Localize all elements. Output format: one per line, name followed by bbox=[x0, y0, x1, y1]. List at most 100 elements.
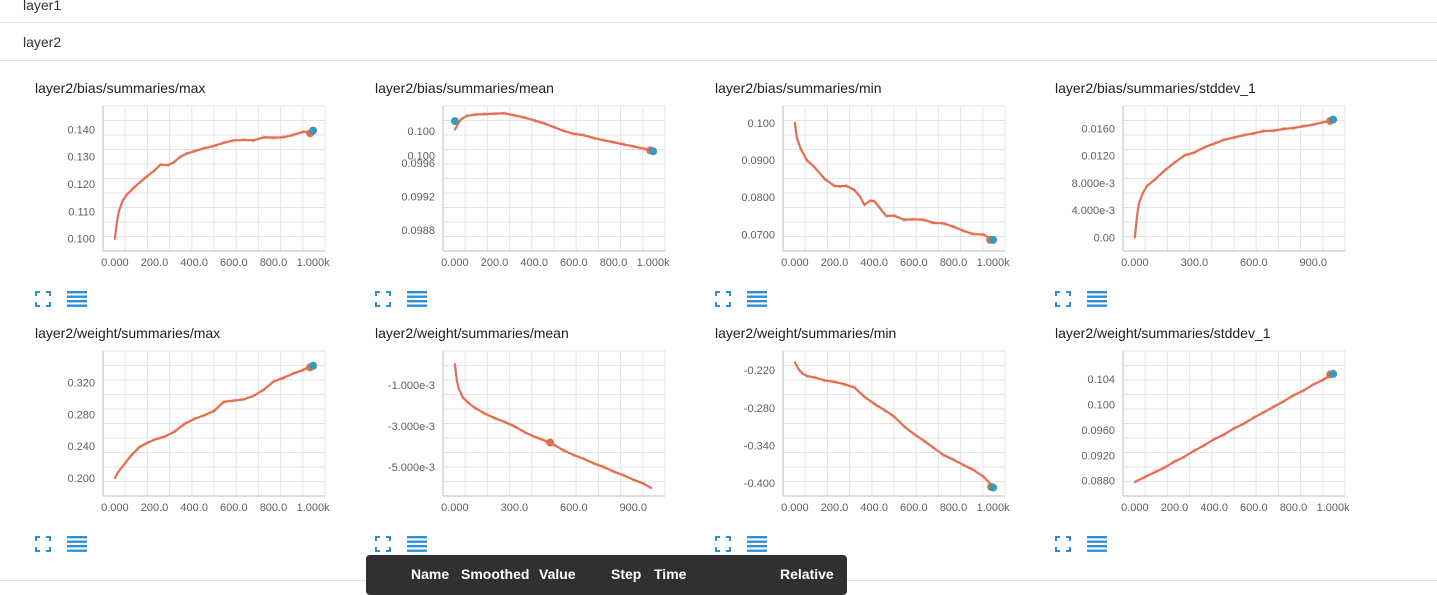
hover-point bbox=[309, 361, 318, 370]
x-tick-label: 600.0 bbox=[900, 502, 928, 514]
chart-title: layer2/bias/summaries/stddev_1 bbox=[1055, 80, 1256, 96]
chart-title: layer2/weight/summaries/mean bbox=[375, 325, 569, 341]
data-table-icon bbox=[1087, 536, 1107, 552]
series-line-smoothed bbox=[453, 363, 653, 489]
x-tick-label: 200.0 bbox=[821, 502, 849, 514]
x-tick-label: 1.000k bbox=[297, 257, 331, 269]
x-tick-label: 800.0 bbox=[1280, 502, 1308, 514]
x-tick-label: 400.0 bbox=[1200, 502, 1228, 514]
chart-plot[interactable]: 0.000 200.0 400.0 600.0 800.0 1.000k 0.200 0.24… bbox=[35, 325, 355, 525]
y-tick-label: 0.100 bbox=[1087, 399, 1115, 411]
y-tick-label: -0.340 bbox=[744, 440, 775, 452]
chart-card: layer2/bias/summaries/min 0.000 200.0 400.0… bbox=[715, 80, 1055, 320]
chart-title: layer2/bias/summaries/max bbox=[35, 80, 206, 96]
y-tick-label: -3.000e-3 bbox=[388, 421, 435, 433]
x-tick-label: 600.0 bbox=[1240, 257, 1268, 269]
tooltip-col-step: Step bbox=[611, 566, 642, 582]
series-line-smoothed bbox=[1133, 372, 1335, 484]
expand-chart-button[interactable] bbox=[375, 291, 395, 307]
toggle-data-table-button[interactable] bbox=[747, 291, 767, 307]
group-header-layer1[interactable]: layer1 bbox=[0, 0, 1437, 23]
x-tick-label: 0.000 bbox=[441, 502, 469, 514]
toggle-data-table-button[interactable] bbox=[1087, 291, 1107, 307]
expand-chart-button[interactable] bbox=[375, 536, 395, 552]
x-tick-label: 1.000k bbox=[977, 257, 1011, 269]
tooltip-col-relative: Relative bbox=[780, 566, 834, 582]
chart-title: layer2/weight/summaries/min bbox=[715, 325, 897, 341]
group-label-layer1: layer1 bbox=[23, 0, 62, 13]
x-tick-label: 900.0 bbox=[1300, 257, 1328, 269]
x-tick-label: 800.0 bbox=[940, 502, 968, 514]
x-tick-label: 200.0 bbox=[141, 502, 169, 514]
y-tick-label: 0.0120 bbox=[1081, 151, 1115, 163]
x-tick-label: 0.000 bbox=[101, 502, 129, 514]
x-tick-label: 600.0 bbox=[220, 502, 248, 514]
tooltip-col-time: Time bbox=[654, 566, 687, 582]
chart-plot[interactable]: 0.000 200.0 400.0 600.0 800.0 1.000k 0.100 0.11… bbox=[35, 80, 355, 280]
x-tick-label: 200.0 bbox=[1161, 502, 1189, 514]
x-tick-label: 600.0 bbox=[1240, 502, 1268, 514]
expand-corners-icon bbox=[35, 291, 51, 307]
y-tick-label: 0.240 bbox=[67, 441, 95, 453]
x-tick-label: 0.000 bbox=[441, 257, 469, 269]
expand-chart-button[interactable] bbox=[35, 536, 55, 552]
x-tick-label: 1.000k bbox=[297, 502, 331, 514]
chart-title: layer2/bias/summaries/min bbox=[715, 80, 882, 96]
x-tick-label: 200.0 bbox=[481, 257, 509, 269]
y-tick-label: 0.0160 bbox=[1081, 123, 1115, 135]
toggle-data-table-button[interactable] bbox=[1087, 536, 1107, 552]
x-tick-label: 800.0 bbox=[600, 257, 628, 269]
x-tick-label: 1.000k bbox=[637, 257, 671, 269]
hover-point bbox=[309, 126, 318, 135]
chart-plot[interactable]: 0.000 200.0 400.0 600.0 800.0 1.000k 0.0880 0.0… bbox=[1055, 325, 1375, 525]
y-tick-label: 8.000e-3 bbox=[1072, 178, 1115, 190]
expand-chart-button[interactable] bbox=[715, 536, 735, 552]
y-tick-label: -5.000e-3 bbox=[388, 462, 435, 474]
toggle-data-table-button[interactable] bbox=[67, 291, 87, 307]
toggle-data-table-button[interactable] bbox=[407, 536, 427, 552]
x-tick-label: 800.0 bbox=[260, 257, 288, 269]
chart-plot[interactable]: 0.000 200.0 400.0 600.0 800.0 1.000k 0.0700 0.0… bbox=[715, 80, 1035, 280]
x-tick-label: 600.0 bbox=[560, 257, 588, 269]
chart-title: layer2/weight/summaries/stddev_1 bbox=[1055, 325, 1271, 341]
expand-corners-icon bbox=[1055, 536, 1071, 552]
chart-plot[interactable]: 0.000 200.0 400.0 600.0 800.0 1.000k -0.220 -0.… bbox=[715, 325, 1035, 525]
expand-chart-button[interactable] bbox=[1055, 291, 1075, 307]
chart-card: layer2/bias/summaries/mean 0.000 200.0 400.… bbox=[375, 80, 715, 320]
chart-title: layer2/bias/summaries/mean bbox=[375, 80, 554, 96]
tooltip-col-name: Name bbox=[411, 566, 450, 582]
y-tick-label: 0.110 bbox=[68, 206, 95, 218]
x-tick-label: 0.000 bbox=[101, 257, 129, 269]
x-tick-label: 600.0 bbox=[220, 257, 248, 269]
expand-chart-button[interactable] bbox=[1055, 536, 1075, 552]
tooltip-col-value: Value bbox=[539, 566, 576, 582]
group-header-layer2[interactable]: layer2 bbox=[0, 23, 1437, 61]
y-tick-label: 0.320 bbox=[67, 377, 95, 389]
x-tick-label: 1.000k bbox=[977, 502, 1011, 514]
toggle-data-table-button[interactable] bbox=[747, 536, 767, 552]
x-tick-label: 200.0 bbox=[141, 257, 169, 269]
expand-chart-button[interactable] bbox=[715, 291, 735, 307]
toggle-data-table-button[interactable] bbox=[67, 536, 87, 552]
x-tick-label: 400.0 bbox=[520, 257, 548, 269]
toggle-data-table-button[interactable] bbox=[407, 291, 427, 307]
y-tick-label: 0.280 bbox=[67, 409, 95, 421]
x-tick-label: 1.000k bbox=[1317, 502, 1351, 514]
y-tick-label: 0.0992 bbox=[401, 192, 435, 204]
chart-plot[interactable]: 0.000 200.0 400.0 600.0 800.0 1.000k 0.0988 0.0… bbox=[375, 80, 695, 280]
series-line-raw bbox=[454, 362, 652, 490]
y-tick-label: 0.0960 bbox=[1081, 425, 1115, 437]
hover-point bbox=[450, 117, 459, 126]
chart-plot[interactable]: 0.000 300.0 600.0 900.0 -1.000e-3 -3.000e-3 -5… bbox=[375, 325, 695, 525]
x-tick-label: 800.0 bbox=[260, 502, 288, 514]
hover-tooltip: Name Smoothed Value Step Time Relative bbox=[366, 555, 847, 595]
data-table-icon bbox=[747, 291, 767, 307]
hover-point bbox=[989, 483, 998, 492]
x-tick-label: 400.0 bbox=[180, 257, 208, 269]
data-table-icon bbox=[747, 536, 767, 552]
expand-chart-button[interactable] bbox=[35, 291, 55, 307]
y-tick-label: 0.100 bbox=[407, 126, 435, 138]
chart-plot[interactable]: 0.000 300.0 600.0 900.0 0.00 4.000e-3 8.000e-3… bbox=[1055, 80, 1375, 280]
y-tick-label: 0.130 bbox=[67, 152, 95, 164]
chart-card: layer2/weight/summaries/max 0.000 200.0 400… bbox=[35, 325, 375, 565]
